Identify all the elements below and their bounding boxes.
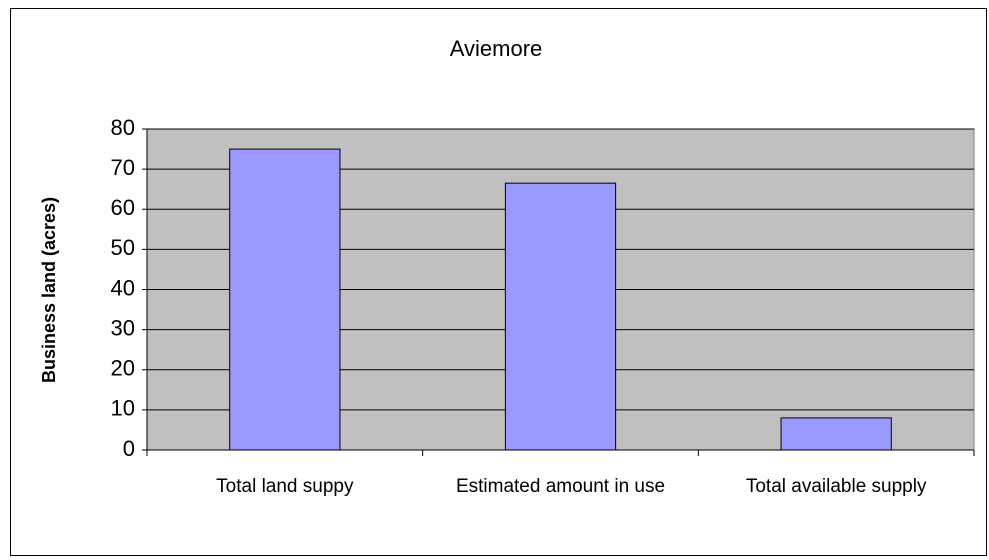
y-tick-label: 70 <box>111 155 135 180</box>
y-tick-label: 30 <box>111 315 135 340</box>
x-tick-label: Total land suppy <box>216 476 354 497</box>
bar <box>229 148 341 451</box>
y-tick-label: 10 <box>111 396 135 421</box>
y-tick-label: 20 <box>111 356 135 381</box>
chart-title: Aviemore <box>450 36 543 61</box>
y-tick-label: 50 <box>111 235 135 260</box>
x-tick-label: Estimated amount in use <box>455 476 666 497</box>
bar <box>780 417 892 451</box>
y-tick-label: 0 <box>123 436 135 461</box>
bar <box>504 182 617 451</box>
y-tick-label: 60 <box>111 195 135 220</box>
y-tick-label: 40 <box>111 275 135 300</box>
x-tick-label: Total available supply <box>745 476 927 497</box>
y-tick-label: 80 <box>111 115 135 140</box>
y-axis-title: Business land (acres) <box>39 197 59 383</box>
